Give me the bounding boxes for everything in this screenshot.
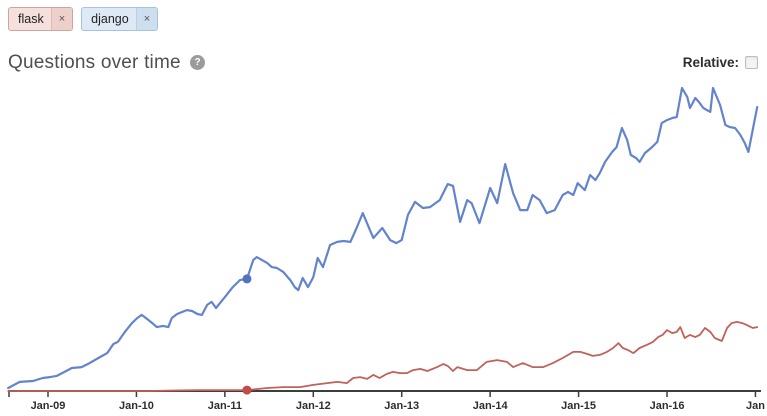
x-axis-tick-label: Jan-13 [384,400,419,412]
tag-chip-django[interactable]: django × [81,7,159,31]
relative-checkbox[interactable] [745,56,758,69]
selected-tags: flask × django × [8,7,159,31]
tag-chip-flask[interactable]: flask × [8,7,74,31]
remove-tag-flask-icon[interactable]: × [50,8,73,30]
x-axis-tick-label: Jan-09 [31,400,66,412]
page-title: Questions over time [8,52,181,73]
x-axis-tick-label: Jan-14 [473,400,509,412]
tag-chip-django-label: django [91,12,129,26]
x-axis-tick-label: Jan-16 [650,400,685,412]
x-axis-tick-label: Jan-12 [296,400,331,412]
series-line-flask [7,320,759,392]
x-axis-tick-label: Jan-10 [119,400,154,412]
series-marker-django[interactable] [242,274,252,284]
relative-label: Relative: [682,55,739,70]
x-axis-tick-label: Jan [746,400,765,412]
remove-tag-django-icon[interactable]: × [135,8,158,30]
series-marker-flask[interactable] [242,385,252,395]
questions-over-time-chart[interactable]: Jan-09 Jan-10 Jan-11 Jan-12 Jan-13 Jan-14 Jan-… [0,80,767,416]
relative-toggle-group: Relative: [683,55,758,70]
help-icon[interactable]: ? [190,55,205,70]
x-axis-tick-label: Jan-11 [208,400,242,412]
tag-chip-flask-label: flask [18,12,44,26]
series-line-django [7,86,759,390]
x-axis-tick-label: Jan-15 [561,400,596,412]
